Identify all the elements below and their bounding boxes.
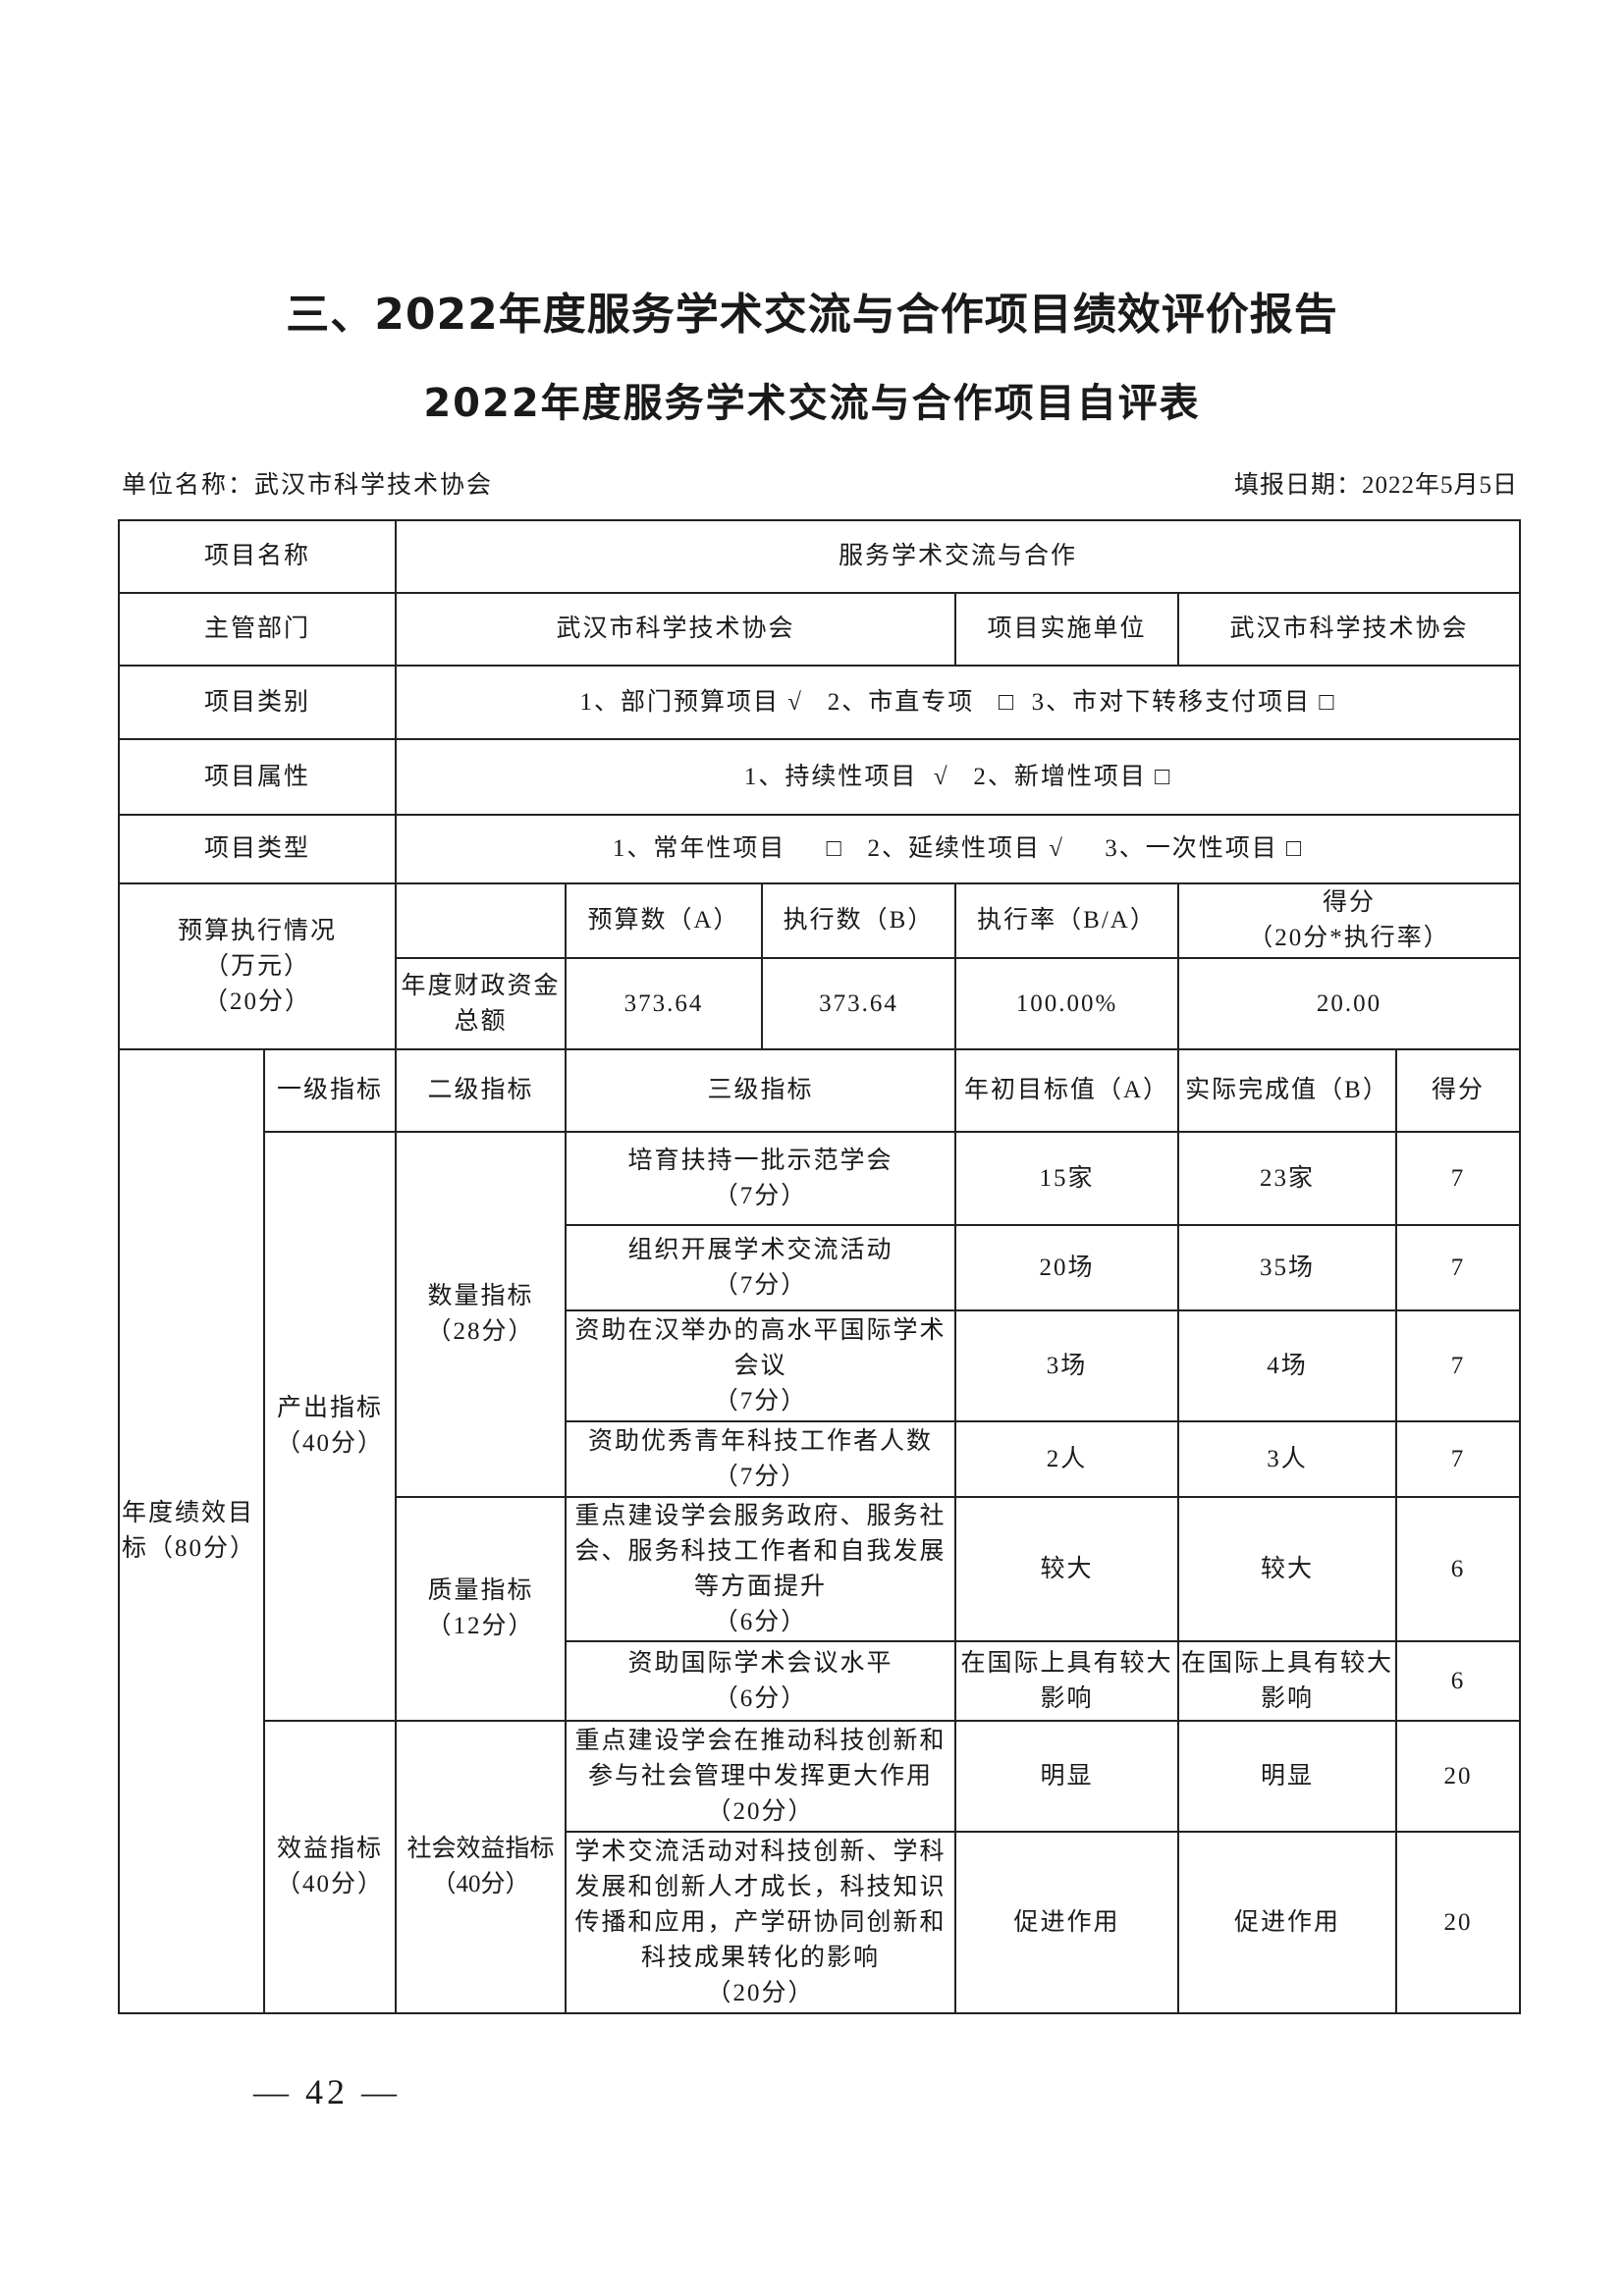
- row-perf-header: 年度绩效目标（80分） 一级指标 二级指标 三级指标 年初目标值（A） 实际完成…: [118, 1048, 1522, 2014]
- actual: 23家: [1177, 1131, 1398, 1226]
- row-attribute: 项目属性 1、持续性项目 √ 2、新增性项目 □: [117, 738, 1522, 816]
- actual: 在国际上具有较大影响: [1177, 1640, 1398, 1722]
- table-row: 效益指标 （40分） 社会效益指标 （40分） 重点建设学会在推动科技创新和参与…: [119, 1720, 1522, 2014]
- perf-header: 得分: [1395, 1048, 1522, 1133]
- level2-quality: 质量指标 （12分）: [395, 1496, 568, 1722]
- target: 较大: [954, 1496, 1180, 1642]
- type-value: 1、常年性项目 □ 2、延续性项目 √ 3、一次性项目 □: [395, 814, 1522, 884]
- table-title: 2022年度服务学术交流与合作项目自评表: [423, 381, 1201, 426]
- budget-header: 执行数（B）: [761, 882, 957, 959]
- score: 20: [1395, 1831, 1522, 2014]
- category-value: 1、部门预算项目 √ 2、市直专项 □ 3、市对下转移支付项目 □: [395, 665, 1522, 740]
- fill-date: 填报日期：2022年5月5日: [1233, 472, 1518, 499]
- target: 20场: [954, 1224, 1180, 1311]
- budget-header: 得分 （20分*执行率）: [1177, 882, 1522, 959]
- attribute-label: 项目属性: [117, 738, 398, 816]
- target: 3场: [954, 1309, 1180, 1422]
- actual: 较大: [1177, 1496, 1398, 1642]
- page-number: — 42 —: [253, 2072, 401, 2111]
- score: 6: [1395, 1496, 1522, 1642]
- budget-value: 373.64: [761, 957, 957, 1050]
- table-row: 资助优秀青年科技工作者人数 （7分） 2人 3人 7: [119, 1420, 1522, 1498]
- actual: 4场: [1177, 1309, 1398, 1422]
- target: 2人: [954, 1420, 1180, 1498]
- row-budget-values: 年度财政资金总额 373.64 373.64 100.00% 20.00: [119, 957, 1522, 1050]
- indicator: 重点建设学会在推动科技创新和参与社会管理中发挥更大作用 （20分）: [565, 1720, 957, 1833]
- table-row: 资助国际学术会议水平 （6分） 在国际上具有较大影响 在国际上具有较大影响 6: [119, 1640, 1522, 1722]
- budget-value: 373.64: [565, 957, 764, 1050]
- actual: 促进作用: [1177, 1831, 1398, 2014]
- target: 促进作用: [954, 1831, 1180, 2014]
- budget-blank: [395, 882, 568, 959]
- score: 7: [1395, 1309, 1522, 1422]
- score: 20: [1395, 1720, 1522, 1833]
- perf-header: 一级指标: [262, 1048, 398, 1133]
- score: 7: [1395, 1224, 1522, 1311]
- unit-name: 单位名称：武汉市科学技术协会: [122, 472, 494, 499]
- table-row: 资助在汉举办的高水平国际学术会议 （7分） 3场 4场 7: [119, 1309, 1522, 1422]
- budget-value: 20.00: [1177, 957, 1522, 1050]
- indicator: 资助在汉举办的高水平国际学术会议 （7分）: [565, 1309, 957, 1422]
- actual: 明显: [1177, 1720, 1398, 1833]
- budget-label: 预算执行情况 （万元） （20分）: [117, 882, 398, 1050]
- category-label: 项目类别: [117, 665, 398, 740]
- self-evaluation-table: 项目名称 服务学术交流与合作 主管部门 武汉市科学技术协会 项目实施单位 武汉市…: [117, 519, 1522, 2014]
- actual: 3人: [1177, 1420, 1398, 1498]
- indicator: 学术交流活动对科技创新、学科发展和创新人才成长，科技知识传播和应用，产学研协同创…: [565, 1831, 957, 2014]
- dept-label: 主管部门: [117, 592, 398, 667]
- budget-header: 执行率（B/A）: [954, 882, 1180, 959]
- indicator: 重点建设学会服务政府、服务社会、服务科技工作者和自我发展等方面提升 （6分）: [565, 1496, 957, 1642]
- row-dept: 主管部门 武汉市科学技术协会 项目实施单位 武汉市科学技术协会: [117, 592, 1522, 667]
- type-label: 项目类型: [117, 814, 398, 884]
- impl-label: 项目实施单位: [954, 592, 1180, 667]
- target: 在国际上具有较大影响: [954, 1640, 1180, 1722]
- score: 7: [1395, 1131, 1522, 1226]
- performance-label: 年度绩效目标（80分）: [118, 1048, 265, 2014]
- budget-header: 预算数（A）: [565, 882, 764, 959]
- attribute-value: 1、持续性项目 √ 2、新增性项目 □: [395, 738, 1522, 816]
- indicator: 组织开展学术交流活动 （7分）: [565, 1224, 957, 1311]
- indicator: 资助国际学术会议水平 （6分）: [565, 1640, 957, 1722]
- budget-row-label: 年度财政资金总额: [395, 957, 568, 1050]
- project-name-value: 服务学术交流与合作: [395, 519, 1522, 594]
- score: 6: [1395, 1640, 1522, 1722]
- actual: 35场: [1177, 1224, 1398, 1311]
- impl-value: 武汉市科学技术协会: [1177, 592, 1522, 667]
- row-project-name: 项目名称 服务学术交流与合作: [117, 519, 1522, 594]
- budget-value: 100.00%: [954, 957, 1180, 1050]
- perf-header: 三级指标: [565, 1048, 957, 1133]
- row-category: 项目类别 1、部门预算项目 √ 2、市直专项 □ 3、市对下转移支付项目 □: [117, 665, 1522, 740]
- project-name-label: 项目名称: [117, 519, 398, 594]
- indicator: 资助优秀青年科技工作者人数 （7分）: [565, 1420, 957, 1498]
- table-row: 质量指标 （12分） 重点建设学会服务政府、服务社会、服务科技工作者和自我发展等…: [119, 1496, 1522, 1722]
- target: 明显: [954, 1720, 1180, 1833]
- table-row: 组织开展学术交流活动 （7分） 20场 35场 7: [119, 1224, 1522, 1311]
- perf-header: 实际完成值（B）: [1177, 1048, 1398, 1133]
- level2-quantity: 数量指标 （28分）: [395, 1131, 568, 1498]
- target: 15家: [954, 1131, 1180, 1226]
- report-title: 三、2022年度服务学术交流与合作项目绩效评价报告: [286, 290, 1338, 340]
- level1-output: 产出指标 （40分）: [262, 1131, 398, 1722]
- row-budget-header: 预算执行情况 （万元） （20分） 预算数（A） 执行数（B） 执行率（B/A）…: [117, 882, 1522, 1050]
- dept-value: 武汉市科学技术协会: [395, 592, 957, 667]
- level1-benefit: 效益指标 （40分）: [262, 1720, 398, 2014]
- level2-social-benefit: 社会效益指标 （40分）: [395, 1720, 568, 2014]
- indicator: 培育扶持一批示范学会 （7分）: [565, 1131, 957, 1226]
- table-row: 学术交流活动对科技创新、学科发展和创新人才成长，科技知识传播和应用，产学研协同创…: [119, 1831, 1522, 2014]
- perf-header: 二级指标: [395, 1048, 568, 1133]
- table-row: 产出指标 （40分） 数量指标 （28分） 培育扶持一批示范学会 （7分） 15…: [119, 1131, 1522, 1722]
- score: 7: [1395, 1420, 1522, 1498]
- perf-header: 年初目标值（A）: [954, 1048, 1180, 1133]
- row-type: 项目类型 1、常年性项目 □ 2、延续性项目 √ 3、一次性项目 □: [117, 814, 1522, 884]
